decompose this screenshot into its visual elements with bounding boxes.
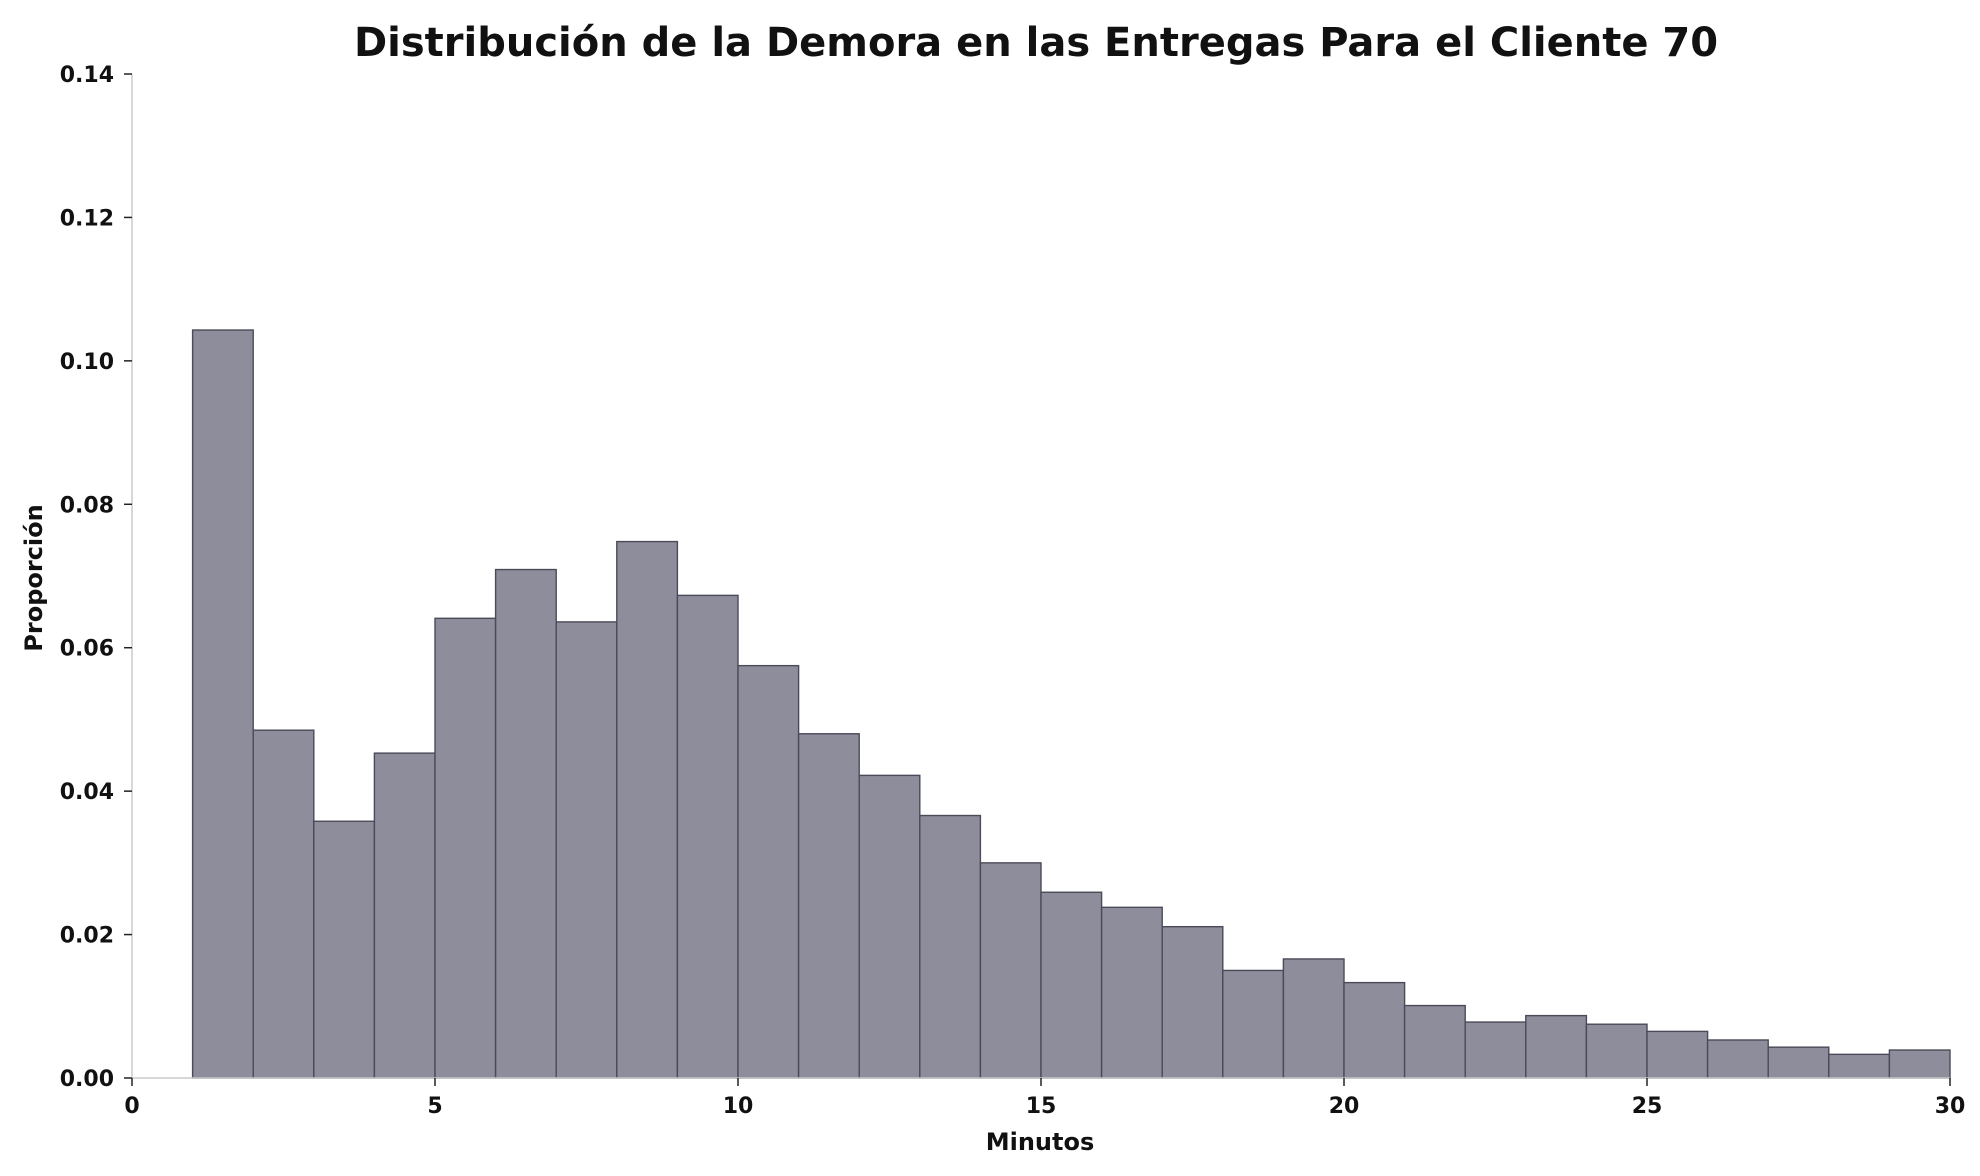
histogram-bar [919,814,982,1079]
histogram-bar [1585,1023,1648,1079]
y-tick-label: 0.04 [60,780,114,805]
y-tick-label: 0.00 [60,1067,114,1092]
histogram-bar [979,862,1042,1079]
histogram-bar [1767,1046,1830,1079]
x-tick-label: 0 [124,1094,139,1119]
y-tick-label: 0.14 [60,63,114,88]
histogram-bar [434,617,497,1079]
y-ticks-group: 0.00 0.02 0.04 0.06 0.08 0.10 0.12 0.14 [60,63,132,1092]
histogram-bar [494,568,557,1079]
y-tick-label: 0.12 [60,206,114,231]
histogram-bar [252,729,315,1079]
y-tick-label: 0.02 [60,924,114,949]
histogram-bar [1888,1049,1951,1079]
histogram-bar [737,664,800,1079]
histogram-bar [1282,958,1345,1079]
histogram-bar [1040,891,1103,1079]
histogram-bar [191,329,254,1079]
x-tick-label: 20 [1329,1094,1360,1119]
histogram-bar [1706,1039,1769,1079]
histogram-bar [1525,1014,1588,1079]
histogram-bar [797,733,860,1079]
histogram-bar [1161,925,1224,1079]
histogram-bar [1222,969,1285,1079]
x-tick-label: 30 [1935,1094,1966,1119]
histogram-bar [616,540,679,1079]
y-tick-label: 0.06 [60,637,114,662]
histogram-bar [1646,1030,1709,1079]
histogram-bar [1403,1004,1466,1079]
x-tick-label: 5 [427,1094,442,1119]
histogram-bar [555,621,618,1079]
histogram-bar [313,820,376,1079]
y-axis-label: Proporción [20,504,48,651]
y-tick-label: 0.10 [60,350,114,375]
histogram-bar [373,752,436,1079]
histogram-bar [1343,981,1406,1079]
x-tick-label: 25 [1632,1094,1663,1119]
chart-title: Distribución de la Demora en las Entrega… [354,20,1718,66]
x-ticks-group: 0 5 10 15 20 25 30 [124,1078,1965,1119]
histogram-bar [1100,906,1163,1079]
histogram-bar [858,774,921,1079]
y-tick-label: 0.08 [60,493,114,518]
histogram-bar [1464,1021,1527,1079]
histogram-bar [676,594,739,1079]
histogram-bar [1828,1053,1891,1079]
x-tick-label: 15 [1026,1094,1057,1119]
bars-group [191,329,1951,1079]
x-tick-label: 10 [723,1094,754,1119]
x-axis-label: Minutos [986,1128,1095,1156]
